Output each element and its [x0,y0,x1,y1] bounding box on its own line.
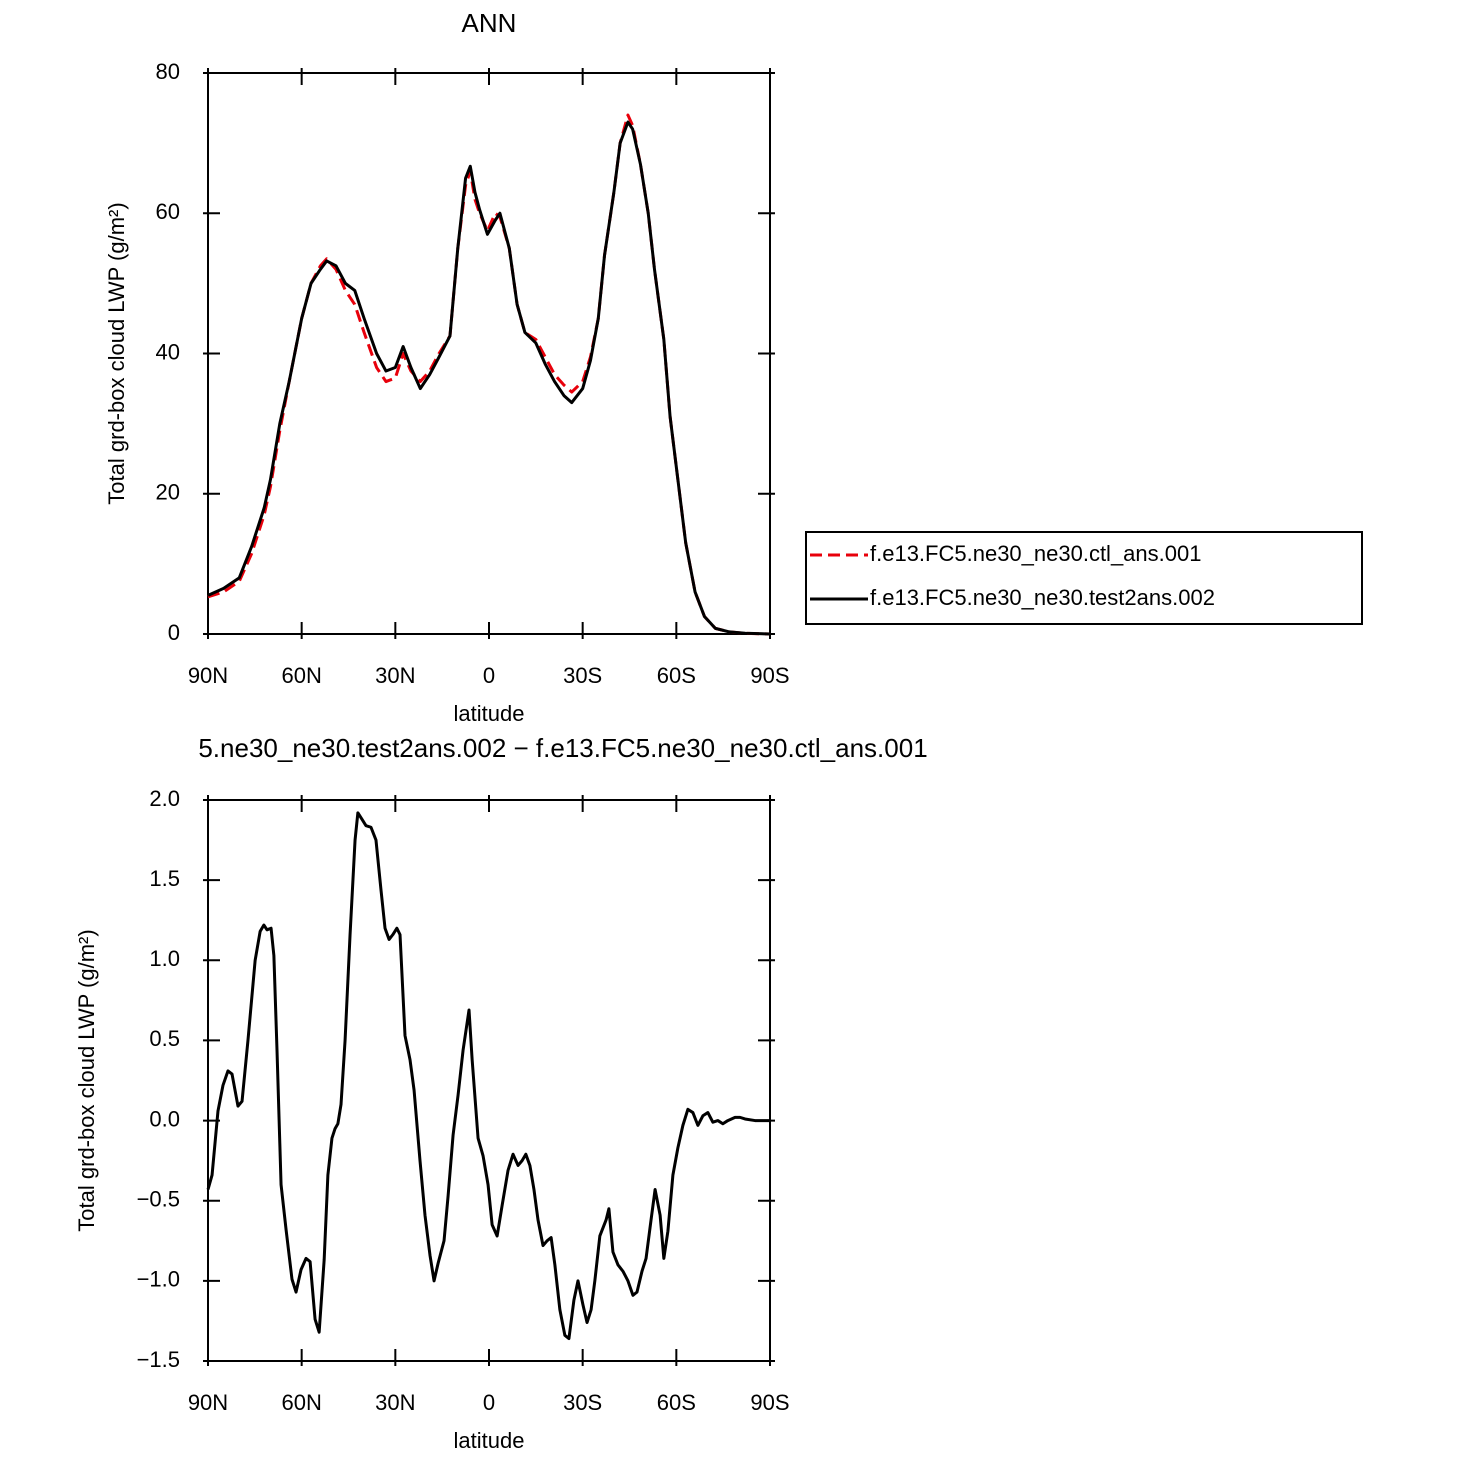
y-tick-label: 1.5 [149,866,180,891]
x-tick-label: 30N [375,663,415,688]
x-tick-label: 90S [750,1390,789,1415]
y-tick-label: 60 [156,199,180,224]
x-tick-label: 30S [563,1390,602,1415]
x-tick-label: 90N [188,1390,228,1415]
y-tick-label: 0.0 [149,1106,180,1131]
chart-title: ANN [462,8,517,38]
data-line [206,811,770,1341]
y-tick-label: 40 [156,339,180,364]
y-axis-label: Total grd-box cloud LWP (g/m²) [74,929,99,1231]
x-tick-label: 60S [657,1390,696,1415]
y-tick-label: 2.0 [149,786,180,811]
data-line [207,113,771,636]
x-axis-label: latitude [454,701,525,726]
chart-title: 5.ne30_ne30.test2ans.002 − f.e13.FC5.ne3… [198,733,927,763]
y-tick-label: 0 [168,620,180,645]
x-tick-label: 30S [563,663,602,688]
legend-box [805,531,1363,625]
x-tick-label: 90N [188,663,228,688]
y-tick-label: 20 [156,480,180,505]
data-line [207,120,771,636]
y-tick-label: −1.5 [137,1347,180,1372]
y-tick-label: 80 [156,59,180,84]
y-axis-label: Total grd-box cloud LWP (g/m²) [104,202,129,504]
y-tick-label: 1.0 [149,946,180,971]
x-tick-label: 60S [657,663,696,688]
x-tick-label: 60N [281,663,321,688]
legend-label: f.e13.FC5.ne30_ne30.test2ans.002 [870,585,1215,610]
x-tick-label: 30N [375,1390,415,1415]
x-tick-label: 0 [483,663,495,688]
x-axis-label: latitude [454,1428,525,1453]
x-tick-label: 60N [281,1390,321,1415]
y-tick-label: 0.5 [149,1026,180,1051]
y-tick-label: −1.0 [137,1267,180,1292]
legend-label: f.e13.FC5.ne30_ne30.ctl_ans.001 [870,541,1201,566]
y-tick-label: −0.5 [137,1187,180,1212]
x-tick-label: 0 [483,1390,495,1415]
x-tick-label: 90S [750,663,789,688]
